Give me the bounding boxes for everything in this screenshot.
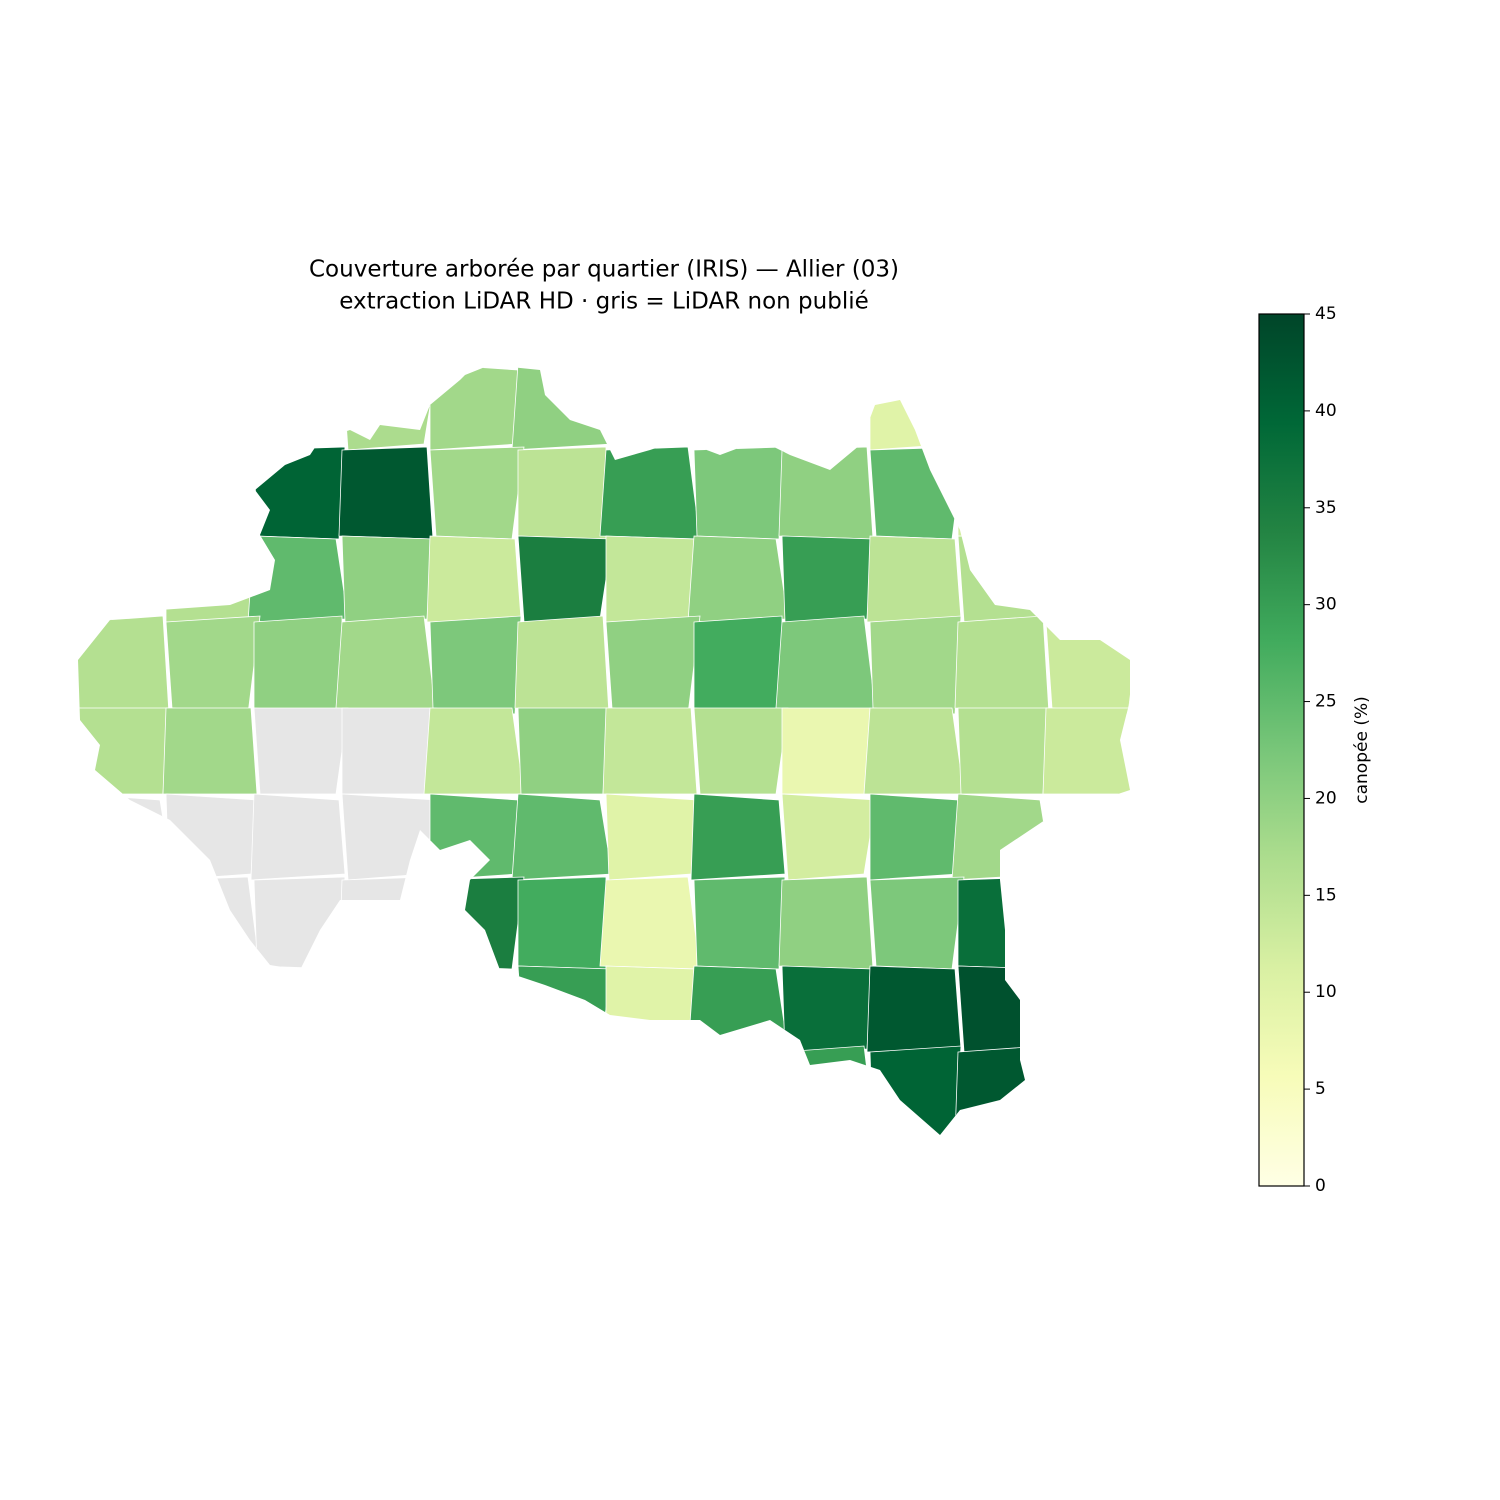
colorbar-tick-label: 15 <box>1315 885 1337 905</box>
region <box>778 446 874 540</box>
region <box>954 1045 1050 1135</box>
region <box>341 793 437 881</box>
map-subtitle: extraction LiDAR HD · gris = LiDAR non p… <box>339 289 869 315</box>
map-regions <box>78 365 1130 1135</box>
region <box>165 793 258 881</box>
region <box>429 615 522 715</box>
colorbar-tick-label: 20 <box>1315 788 1337 808</box>
region <box>338 446 434 540</box>
region <box>253 876 346 970</box>
region <box>775 615 877 715</box>
colorbar-tick-label: 5 <box>1315 1079 1326 1099</box>
region <box>517 446 607 540</box>
region <box>869 793 959 881</box>
region <box>599 876 701 970</box>
region <box>693 446 786 540</box>
region <box>605 793 698 881</box>
region <box>335 615 437 715</box>
region <box>781 793 877 881</box>
colorbar-gradient <box>1258 313 1305 1187</box>
region <box>866 535 962 623</box>
region <box>429 446 525 540</box>
region <box>866 965 962 1053</box>
region <box>869 365 959 451</box>
region <box>781 535 874 623</box>
region <box>159 876 261 970</box>
region <box>78 707 170 795</box>
region <box>338 876 434 970</box>
region <box>517 876 607 970</box>
region <box>957 876 1047 970</box>
region <box>781 965 874 1053</box>
colorbar: 0 5 10 15 20 25 30 35 40 45 <box>1258 304 1337 1196</box>
colorbar-tick-label: 35 <box>1315 498 1337 518</box>
region <box>1042 707 1130 795</box>
region <box>253 446 346 540</box>
region <box>869 1045 962 1135</box>
region <box>693 876 786 970</box>
region <box>690 793 786 881</box>
region <box>78 793 173 881</box>
region <box>605 965 695 1053</box>
region <box>341 365 437 451</box>
region <box>957 707 1050 795</box>
region <box>253 707 349 795</box>
region <box>693 707 789 795</box>
colorbar-tick-label: 0 <box>1315 1176 1326 1196</box>
region <box>511 793 613 881</box>
region <box>165 535 255 623</box>
region <box>602 707 698 795</box>
region <box>869 615 962 715</box>
region <box>247 535 349 623</box>
colorbar-tick-label: 45 <box>1315 304 1337 324</box>
region <box>250 793 346 881</box>
region <box>605 535 695 623</box>
region <box>426 535 522 623</box>
colorbar-label: canopée (%) <box>1352 696 1372 803</box>
region <box>162 707 258 795</box>
region <box>517 965 613 1053</box>
region <box>517 535 613 623</box>
colorbar-tick-label: 30 <box>1315 595 1337 615</box>
region <box>253 615 343 715</box>
region <box>778 876 874 970</box>
region <box>599 446 701 540</box>
region <box>954 615 1050 715</box>
region <box>693 615 783 715</box>
region <box>957 446 1047 540</box>
region <box>429 365 519 451</box>
region <box>429 793 519 881</box>
region <box>341 535 434 623</box>
region <box>1045 615 1130 715</box>
region <box>869 876 965 970</box>
region <box>957 965 1053 1053</box>
region <box>517 707 610 795</box>
region <box>869 446 965 540</box>
colorbar-tick-label: 25 <box>1315 692 1337 712</box>
region <box>957 535 1053 623</box>
region <box>951 793 1053 881</box>
region <box>165 615 261 715</box>
region <box>863 707 965 795</box>
region <box>429 876 525 970</box>
region <box>687 535 789 623</box>
region <box>341 707 431 795</box>
region <box>605 615 701 715</box>
region <box>423 707 525 795</box>
region <box>781 707 871 795</box>
region <box>775 1045 877 1135</box>
colorbar-tick-label: 40 <box>1315 401 1337 421</box>
region <box>514 615 610 715</box>
region <box>78 615 170 715</box>
colorbar-tick-label: 10 <box>1315 982 1337 1002</box>
region <box>687 965 789 1053</box>
region <box>511 365 613 451</box>
map-title: Couverture arborée par quartier (IRIS) —… <box>309 257 899 283</box>
